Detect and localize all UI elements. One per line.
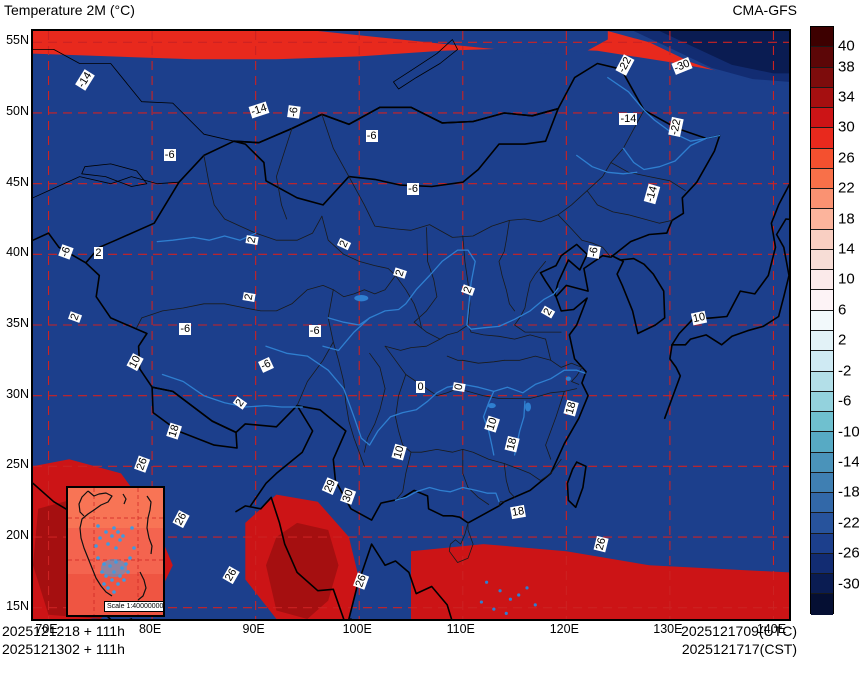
colorbar-swatch <box>811 47 833 68</box>
lon-tick-140E: 140E <box>756 622 787 636</box>
colorbar-swatch <box>811 168 833 190</box>
lat-tick-20N: 20N <box>6 528 29 543</box>
lon-tick-70E: 70E <box>35 622 58 636</box>
lon-tick-80E: 80E <box>138 622 162 636</box>
lat-tick-55N: 55N <box>6 33 29 48</box>
colorbar-tick--30: -30 <box>838 575 859 593</box>
colorbar-tick-40: 40 <box>838 37 855 55</box>
colorbar-swatch <box>811 371 833 392</box>
colorbar-tick-14: 14 <box>838 240 855 258</box>
colorbar-swatch <box>811 67 833 88</box>
colorbar-tick--22: -22 <box>838 514 859 532</box>
contour-label: -14 <box>619 112 638 125</box>
footer-valid-cst: 2025121717(CST) <box>681 641 797 657</box>
lat-tick-15N: 15N <box>6 598 29 613</box>
lat-tick-25N: 25N <box>6 457 29 472</box>
lon-tick-120E: 120E <box>549 622 579 636</box>
colorbar-swatch <box>811 209 833 230</box>
colorbar-swatch <box>811 27 833 48</box>
colorbar-swatch <box>811 412 833 433</box>
contour-label: 18 <box>509 504 526 519</box>
colorbar-swatch <box>811 493 833 514</box>
colorbar-tick-18: 18 <box>838 210 855 228</box>
colorbar-tick-10: 10 <box>838 270 855 288</box>
colorbar-swatch <box>811 87 833 109</box>
colorbar-swatch <box>811 108 833 129</box>
colorbar-swatch <box>811 472 833 494</box>
lat-tick-50N: 50N <box>6 103 29 118</box>
colorbar-tick--10: -10 <box>838 423 859 441</box>
colorbar-tick-38: 38 <box>838 58 855 76</box>
lon-tick-130E: 130E <box>653 622 683 636</box>
contour-label: 2 <box>242 291 256 302</box>
colorbar-swatch <box>811 594 833 615</box>
colorbar-swatch <box>811 270 833 291</box>
colorbar-tick--14: -14 <box>838 453 859 471</box>
colorbar-tick--26: -26 <box>838 544 859 562</box>
contour-label: 2 <box>94 246 103 259</box>
colorbar-tick-34: 34 <box>838 88 855 106</box>
lat-tick-45N: 45N <box>6 174 29 189</box>
contour-label: -6 <box>587 244 602 259</box>
colorbar-swatch <box>811 452 833 473</box>
colorbar-tick--6: -6 <box>838 392 852 410</box>
colorbar-tick-6: 6 <box>838 301 847 319</box>
colorbar-swatch <box>811 391 833 413</box>
map-plot-area: -14 -14 -6 -6 -6 -6 -22 -30 -22 -14 -14 -6 2 2 2 2 2 2 2 -6… <box>31 29 791 621</box>
contour-label: -6 <box>308 324 321 337</box>
colorbar-swatch <box>811 290 833 311</box>
lat-tick-35N: 35N <box>6 316 29 330</box>
contour-label: -6 <box>179 323 192 336</box>
colorbar-swatch <box>811 351 833 372</box>
footer-init-utc: 2025121218 + 111h <box>2 623 125 639</box>
colorbar-swatch <box>811 310 833 331</box>
colorbar-swatch <box>811 249 833 271</box>
lat-tick-30N: 30N <box>6 386 29 401</box>
colorbar-swatch <box>811 148 833 169</box>
colorbar <box>810 26 834 615</box>
lon-tick-100E: 100E <box>342 622 372 636</box>
contour-label: -6 <box>287 104 301 119</box>
lat-tick-40N: 40N <box>6 245 29 260</box>
lon-tick-110E: 110E <box>446 622 475 636</box>
contour-label: -6 <box>163 149 176 162</box>
contour-label: -6 <box>365 129 378 142</box>
page-title: Temperature 2M (°C) <box>4 2 135 18</box>
temperature-field-map <box>33 31 789 619</box>
colorbar-tick-2: 2 <box>838 331 847 349</box>
lon-tick-90E: 90E <box>242 622 265 636</box>
colorbar-tick-22: 22 <box>838 179 855 197</box>
colorbar-swatch <box>811 330 833 352</box>
colorbar-swatch <box>811 513 833 534</box>
colorbar-tick--2: -2 <box>838 362 852 380</box>
inset-map <box>68 488 163 615</box>
inset-scale-label: Scale 1:40000000 <box>104 601 163 612</box>
colorbar-swatch <box>811 533 833 554</box>
model-label: CMA-GFS <box>732 2 797 18</box>
colorbar-tick--18: -18 <box>838 483 859 501</box>
contour-label: -6 <box>407 183 419 196</box>
colorbar-swatch <box>811 553 833 575</box>
contour-label: 0 <box>416 381 425 394</box>
south-china-sea-inset: Scale 1:40000000 <box>66 486 165 617</box>
footer-init-cst: 2025121302 + 111h <box>2 641 125 657</box>
colorbar-swatch <box>811 229 833 250</box>
colorbar-swatch <box>811 189 833 210</box>
colorbar-tick-26: 26 <box>838 149 855 167</box>
colorbar-swatch <box>811 574 833 595</box>
colorbar-swatch <box>811 128 833 149</box>
colorbar-tick-30: 30 <box>838 118 855 136</box>
footer-valid-utc: 2025121709(UTC) <box>681 623 797 639</box>
colorbar-swatch <box>811 432 833 453</box>
